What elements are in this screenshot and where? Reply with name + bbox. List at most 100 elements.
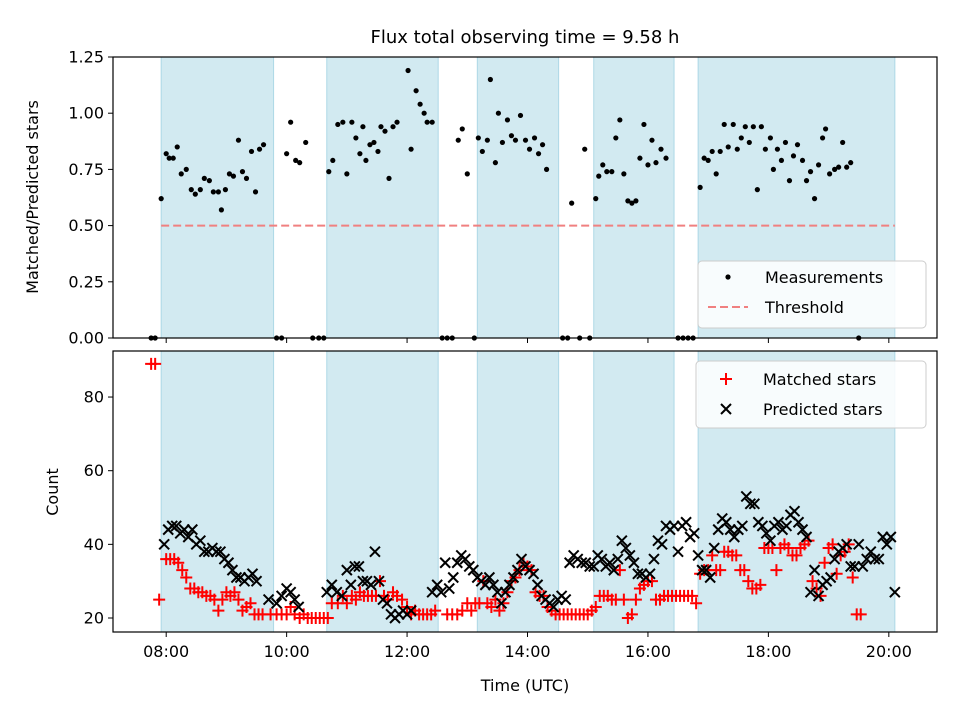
predicted-star-point <box>708 542 720 554</box>
matched-star-point <box>846 571 859 584</box>
measurement-point <box>790 153 797 159</box>
matched-star-point <box>537 589 550 602</box>
legend-predicted-marker <box>720 403 732 415</box>
bottom-plot-frame <box>112 350 938 633</box>
measurement-point <box>815 162 822 168</box>
top-y-tick-label: 0.25 <box>68 272 104 291</box>
top-panel: 0.00 0.25 0.50 0.75 1.00 1.25 Matched/Predict… <box>23 48 938 348</box>
bottom-x-tick-label: 08:00 <box>143 642 189 661</box>
predicted-star-point <box>885 531 897 543</box>
predicted-star-point <box>736 520 748 532</box>
matched-star-point <box>826 538 839 551</box>
predicted-star-point <box>744 498 757 510</box>
top-shaded-band <box>593 56 675 339</box>
bottom-y-tick-label: 60 <box>84 461 104 480</box>
measurement-point <box>721 121 727 128</box>
measurement-point <box>256 146 263 152</box>
x-axis-label: Time (UTC) <box>480 676 569 695</box>
measurement-point <box>260 142 267 148</box>
measurement-point <box>484 137 490 143</box>
matched-star-point <box>754 578 767 591</box>
predicted-star-point <box>443 582 455 595</box>
predicted-star-point <box>284 586 297 598</box>
matched-star-point <box>714 564 727 577</box>
measurement-point <box>353 135 359 141</box>
matched-star-point <box>465 604 478 617</box>
measurement-point <box>335 121 341 128</box>
bottom-shaded-band <box>476 350 560 633</box>
measurement-point <box>621 171 627 177</box>
measurement-point <box>382 128 388 134</box>
matched-star-point <box>228 586 241 599</box>
predicted-star-point <box>596 553 608 565</box>
predicted-star-point <box>345 579 357 591</box>
measurement-point <box>375 148 381 155</box>
predicted-star-point <box>547 601 560 613</box>
measurement-point <box>526 146 533 152</box>
top-shaded-band <box>326 56 439 339</box>
predicted-star-point <box>321 586 333 598</box>
measurement-point <box>593 196 599 202</box>
measurement-point <box>284 151 290 157</box>
predicted-star-point <box>365 579 377 591</box>
predicted-star-point <box>198 546 211 558</box>
measurement-point <box>192 191 198 197</box>
predicted-star-point <box>511 564 524 576</box>
predicted-star-point <box>772 516 785 528</box>
matched-star-point <box>730 549 743 562</box>
measurement-point <box>803 178 810 184</box>
measurement-point <box>786 178 793 184</box>
predicted-star-point <box>748 498 761 510</box>
top-y-tick-label: 0.00 <box>68 329 104 348</box>
predicted-star-point <box>764 534 777 547</box>
predicted-star-point <box>624 549 636 562</box>
predicted-star-point <box>447 571 459 584</box>
measurement-point <box>531 135 538 141</box>
measurement-point <box>158 196 164 202</box>
matched-star-point <box>396 593 409 606</box>
predicted-star-point <box>857 560 869 573</box>
measurement-point <box>344 171 350 177</box>
bottom-x-ticks: 08:00 10:00 12:00 14:00 16:00 18:00 20:00 <box>143 632 912 661</box>
predicted-star-point <box>808 564 821 576</box>
predicted-star-point <box>873 553 885 565</box>
measurement-point <box>832 166 838 172</box>
measurement-point <box>218 207 224 213</box>
bottom-shaded-band <box>160 350 275 633</box>
measurement-point <box>705 157 711 164</box>
predicted-star-point <box>527 568 540 580</box>
measurement-point <box>840 139 846 146</box>
predicted-star-point <box>503 579 516 591</box>
matched-star-point <box>349 593 362 606</box>
measurement-point <box>417 101 423 107</box>
predicted-star-point <box>349 560 361 573</box>
measurement-point <box>725 144 731 150</box>
measurement-point <box>178 171 184 177</box>
predicted-star-point <box>728 531 740 543</box>
measurement-point <box>799 157 806 164</box>
measurement-point <box>499 139 506 146</box>
measurement-point <box>174 144 180 150</box>
predicted-star-point <box>326 579 338 591</box>
top-x-ticks <box>165 338 890 343</box>
measurement-point <box>424 119 430 125</box>
matched-star-point <box>738 564 751 577</box>
predicted-star-point <box>756 520 769 532</box>
predicted-star-point <box>507 571 520 584</box>
measurement-point <box>663 155 669 161</box>
top-measurement-points <box>148 67 862 341</box>
measurement-point <box>730 121 736 128</box>
measurement-point <box>512 137 519 143</box>
measurement-point <box>629 200 635 206</box>
figure-title: Flux total observing time = 9.58 h <box>371 27 680 48</box>
predicted-star-point <box>563 557 576 569</box>
predicted-star-point <box>270 597 283 609</box>
predicted-star-point <box>644 568 656 580</box>
measurement-point <box>235 137 242 143</box>
predicted-star-point <box>531 579 544 591</box>
measurement-point <box>844 164 850 170</box>
predicted-star-point <box>828 553 841 565</box>
matched-star-point <box>782 542 795 555</box>
matched-star-point <box>180 571 193 584</box>
predicted-star-point <box>357 575 369 587</box>
